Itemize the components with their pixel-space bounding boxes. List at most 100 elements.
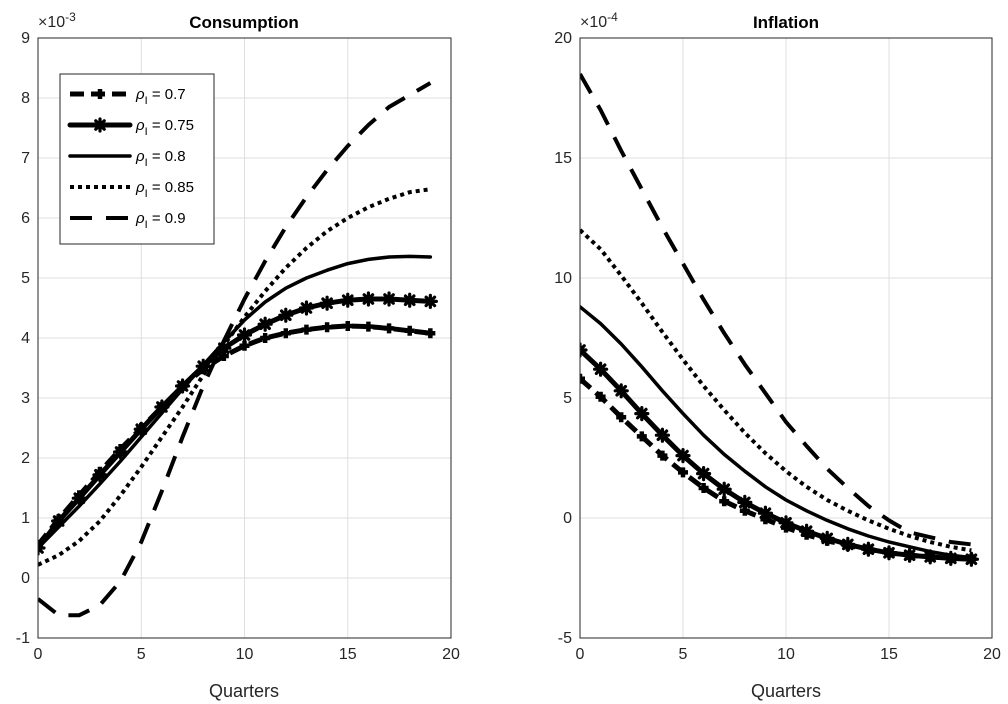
y-tick-label: 8: [21, 90, 30, 107]
asterisk-marker: [593, 361, 609, 377]
asterisk-marker: [174, 378, 191, 394]
y-tick-label: 20: [554, 30, 572, 47]
x-tick-label: 5: [137, 646, 146, 663]
asterisk-marker: [922, 549, 938, 565]
inflation-title: Inflation: [753, 13, 819, 32]
x-tick-label: 10: [236, 646, 254, 663]
plus-marker: [580, 373, 585, 384]
consumption-title: Consumption: [189, 13, 299, 32]
asterisk-marker: [298, 300, 315, 316]
legend-asterisk-marker: [92, 117, 108, 133]
x-tick-label: 15: [339, 646, 357, 663]
asterisk-marker: [613, 383, 629, 399]
x-tick-label: 10: [777, 646, 795, 663]
asterisk-marker: [860, 541, 876, 557]
plus-marker: [280, 328, 291, 339]
y-tick-label: 15: [554, 150, 572, 167]
plus-marker: [322, 322, 333, 333]
plus-marker: [657, 450, 668, 461]
y-tick-label: 0: [21, 570, 30, 587]
asterisk-marker: [778, 515, 794, 531]
plus-marker: [342, 321, 353, 331]
consumption-panel: Consumption ×10-3 0 5 10 15 20-10123456789ρI…: [16, 10, 460, 701]
inflation-xlabel: Quarters: [751, 681, 821, 701]
asterisk-marker: [881, 545, 897, 561]
y-tick-label: 9: [21, 30, 30, 47]
plus-marker: [698, 483, 709, 493]
asterisk-marker: [154, 399, 170, 415]
series-line-0: [38, 323, 431, 547]
series-line-2: [38, 254, 433, 550]
legend-box: [59, 73, 215, 245]
asterisk-marker: [902, 547, 918, 563]
asterisk-marker: [340, 292, 356, 308]
asterisk-marker: [737, 494, 753, 510]
asterisk-marker: [236, 327, 253, 343]
legend-label-3: ρI = 0.85: [135, 179, 194, 200]
asterisk-marker: [799, 523, 815, 539]
legend-label-4: ρI = 0.9: [135, 210, 186, 231]
legend-plus-marker: [95, 89, 105, 99]
y-tick-label: 4: [21, 330, 30, 347]
x-tick-label: 20: [983, 646, 1001, 663]
series-line-0: [580, 376, 972, 562]
asterisk-marker: [257, 316, 273, 332]
asterisk-marker: [654, 427, 670, 443]
series-line-1: [580, 347, 974, 562]
asterisk-marker: [71, 490, 87, 506]
asterisk-marker: [51, 513, 67, 529]
asterisk-marker: [92, 467, 108, 483]
plus-marker: [384, 323, 395, 334]
series-line-4: [580, 73, 972, 547]
series-line-4: [38, 81, 432, 618]
axes-box: [579, 37, 993, 639]
asterisk-marker: [422, 293, 438, 309]
legend-label-0: ρI = 0.7: [135, 86, 186, 107]
asterisk-marker: [943, 550, 959, 566]
plus-marker: [404, 325, 415, 336]
plus-marker: [616, 412, 627, 423]
y-tick-label: 0: [563, 510, 572, 527]
plus-marker: [678, 467, 688, 478]
y-tick-label: 5: [563, 390, 572, 407]
asterisk-marker: [634, 406, 650, 422]
asterisk-marker: [133, 421, 149, 437]
series-line-1: [38, 296, 433, 551]
legend: ρI = 0.7 ρI = 0.75 ρI = 0.8 ρI = 0.85 ρI = 0…: [59, 73, 215, 245]
asterisk-marker: [278, 307, 294, 323]
x-tick-label: 0: [576, 646, 585, 663]
plus-marker: [301, 324, 312, 335]
x-tick-label: 0: [34, 646, 43, 663]
asterisk-marker: [696, 466, 712, 482]
asterisk-marker: [402, 292, 418, 308]
asterisk-marker: [381, 291, 397, 307]
y-tick-label: 7: [21, 150, 30, 167]
plus-marker: [425, 328, 436, 339]
y-tick-label: 6: [21, 210, 30, 227]
asterisk-marker: [360, 291, 376, 307]
x-tick-label: 20: [442, 646, 460, 663]
series-line-3: [580, 228, 972, 553]
asterisk-marker: [716, 481, 732, 497]
asterisk-marker: [840, 536, 856, 552]
x-tick-label: 5: [679, 646, 688, 663]
asterisk-marker: [319, 295, 335, 311]
asterisk-marker: [819, 530, 835, 546]
y-tick-label: 3: [21, 390, 30, 407]
y-tick-label: -1: [16, 630, 30, 647]
y-tick-label: 2: [21, 450, 30, 467]
plus-marker: [719, 496, 730, 507]
asterisk-marker: [675, 448, 691, 464]
legend-label-2: ρI = 0.8: [135, 148, 186, 169]
y-tick-label: -5: [558, 630, 572, 647]
y-tick-label: 10: [554, 270, 572, 287]
series-line-2: [580, 305, 974, 560]
asterisk-marker: [113, 444, 129, 460]
inflation-exponent: ×10-4: [580, 10, 618, 31]
consumption-xlabel: Quarters: [209, 681, 279, 701]
x-tick-label: 15: [880, 646, 898, 663]
plus-marker: [363, 321, 374, 332]
y-tick-label: 1: [21, 510, 30, 527]
